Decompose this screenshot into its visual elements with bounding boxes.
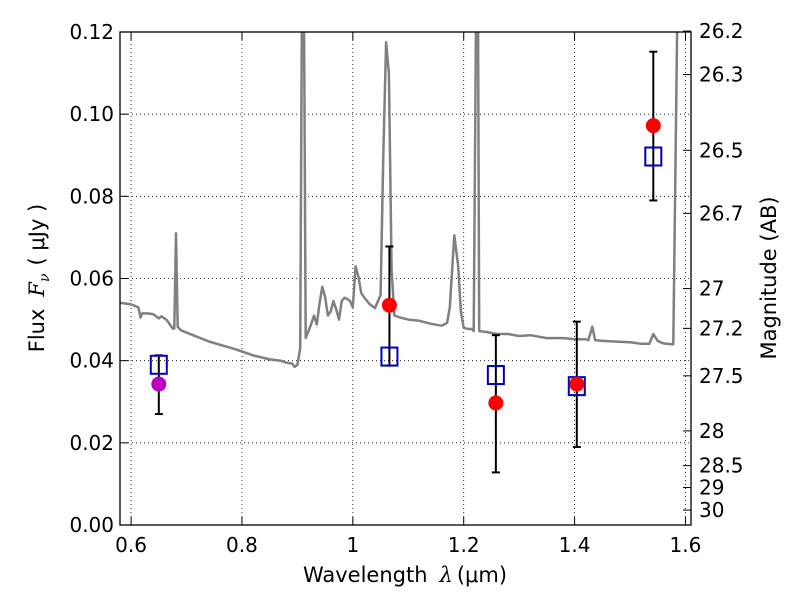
y2-tick-label: 30 [699, 498, 724, 522]
y2-tick-label: 26.7 [699, 201, 744, 225]
x-tick-label: 0.6 [115, 533, 147, 557]
y2-tick-label: 26.2 [699, 19, 744, 43]
y-tick-label: 0.06 [69, 267, 114, 291]
y2-axis-label: Magnitude (AB) [757, 196, 781, 359]
model-point [644, 146, 663, 167]
spectrum-line [120, 32, 679, 369]
y2-tick-label: 28 [699, 419, 724, 443]
data-points [149, 50, 663, 474]
x-tick-label: 1.6 [670, 533, 702, 557]
model-point [380, 346, 399, 367]
axis-ticks: 0.6 0.8 1 1.2 1.4 1.6 0.00 0.02 0.04 0.06 0.08 0.10… [69, 19, 743, 557]
x-tick-label: 1.4 [559, 533, 591, 557]
y2-tick-label: 28.5 [699, 454, 744, 478]
observed-point [569, 376, 585, 392]
x-tick-label: 0.8 [226, 533, 258, 557]
y2-tick-label: 29 [699, 476, 724, 500]
observed-point [381, 297, 397, 313]
observed-other-point [151, 376, 167, 392]
y2-tick-label: 26.5 [699, 138, 744, 162]
y-tick-label: 0.10 [69, 102, 114, 126]
observed-point [488, 395, 504, 411]
x-tick-label: 1 [346, 533, 359, 557]
spectrum-series [120, 32, 679, 369]
y-axis-label: FluxFν( μJy ) [25, 204, 53, 352]
x-tick-label: 1.2 [448, 533, 480, 557]
y-tick-label: 0.04 [69, 349, 114, 373]
y2-tick-label: 26.3 [699, 63, 744, 87]
y2-tick-label: 27.5 [699, 364, 744, 388]
model-point [486, 365, 505, 386]
y-tick-label: 0.08 [69, 184, 114, 208]
y-tick-label: 0.12 [69, 20, 114, 44]
x-axis-label: Wavelength λ (μm) [303, 563, 507, 587]
y-tick-label: 0.02 [69, 431, 114, 455]
model-point [149, 354, 168, 375]
y2-tick-label: 27.2 [699, 316, 744, 340]
y2-tick-label: 27 [699, 277, 724, 301]
observed-point [645, 118, 661, 134]
y-tick-label: 0.00 [69, 513, 114, 537]
